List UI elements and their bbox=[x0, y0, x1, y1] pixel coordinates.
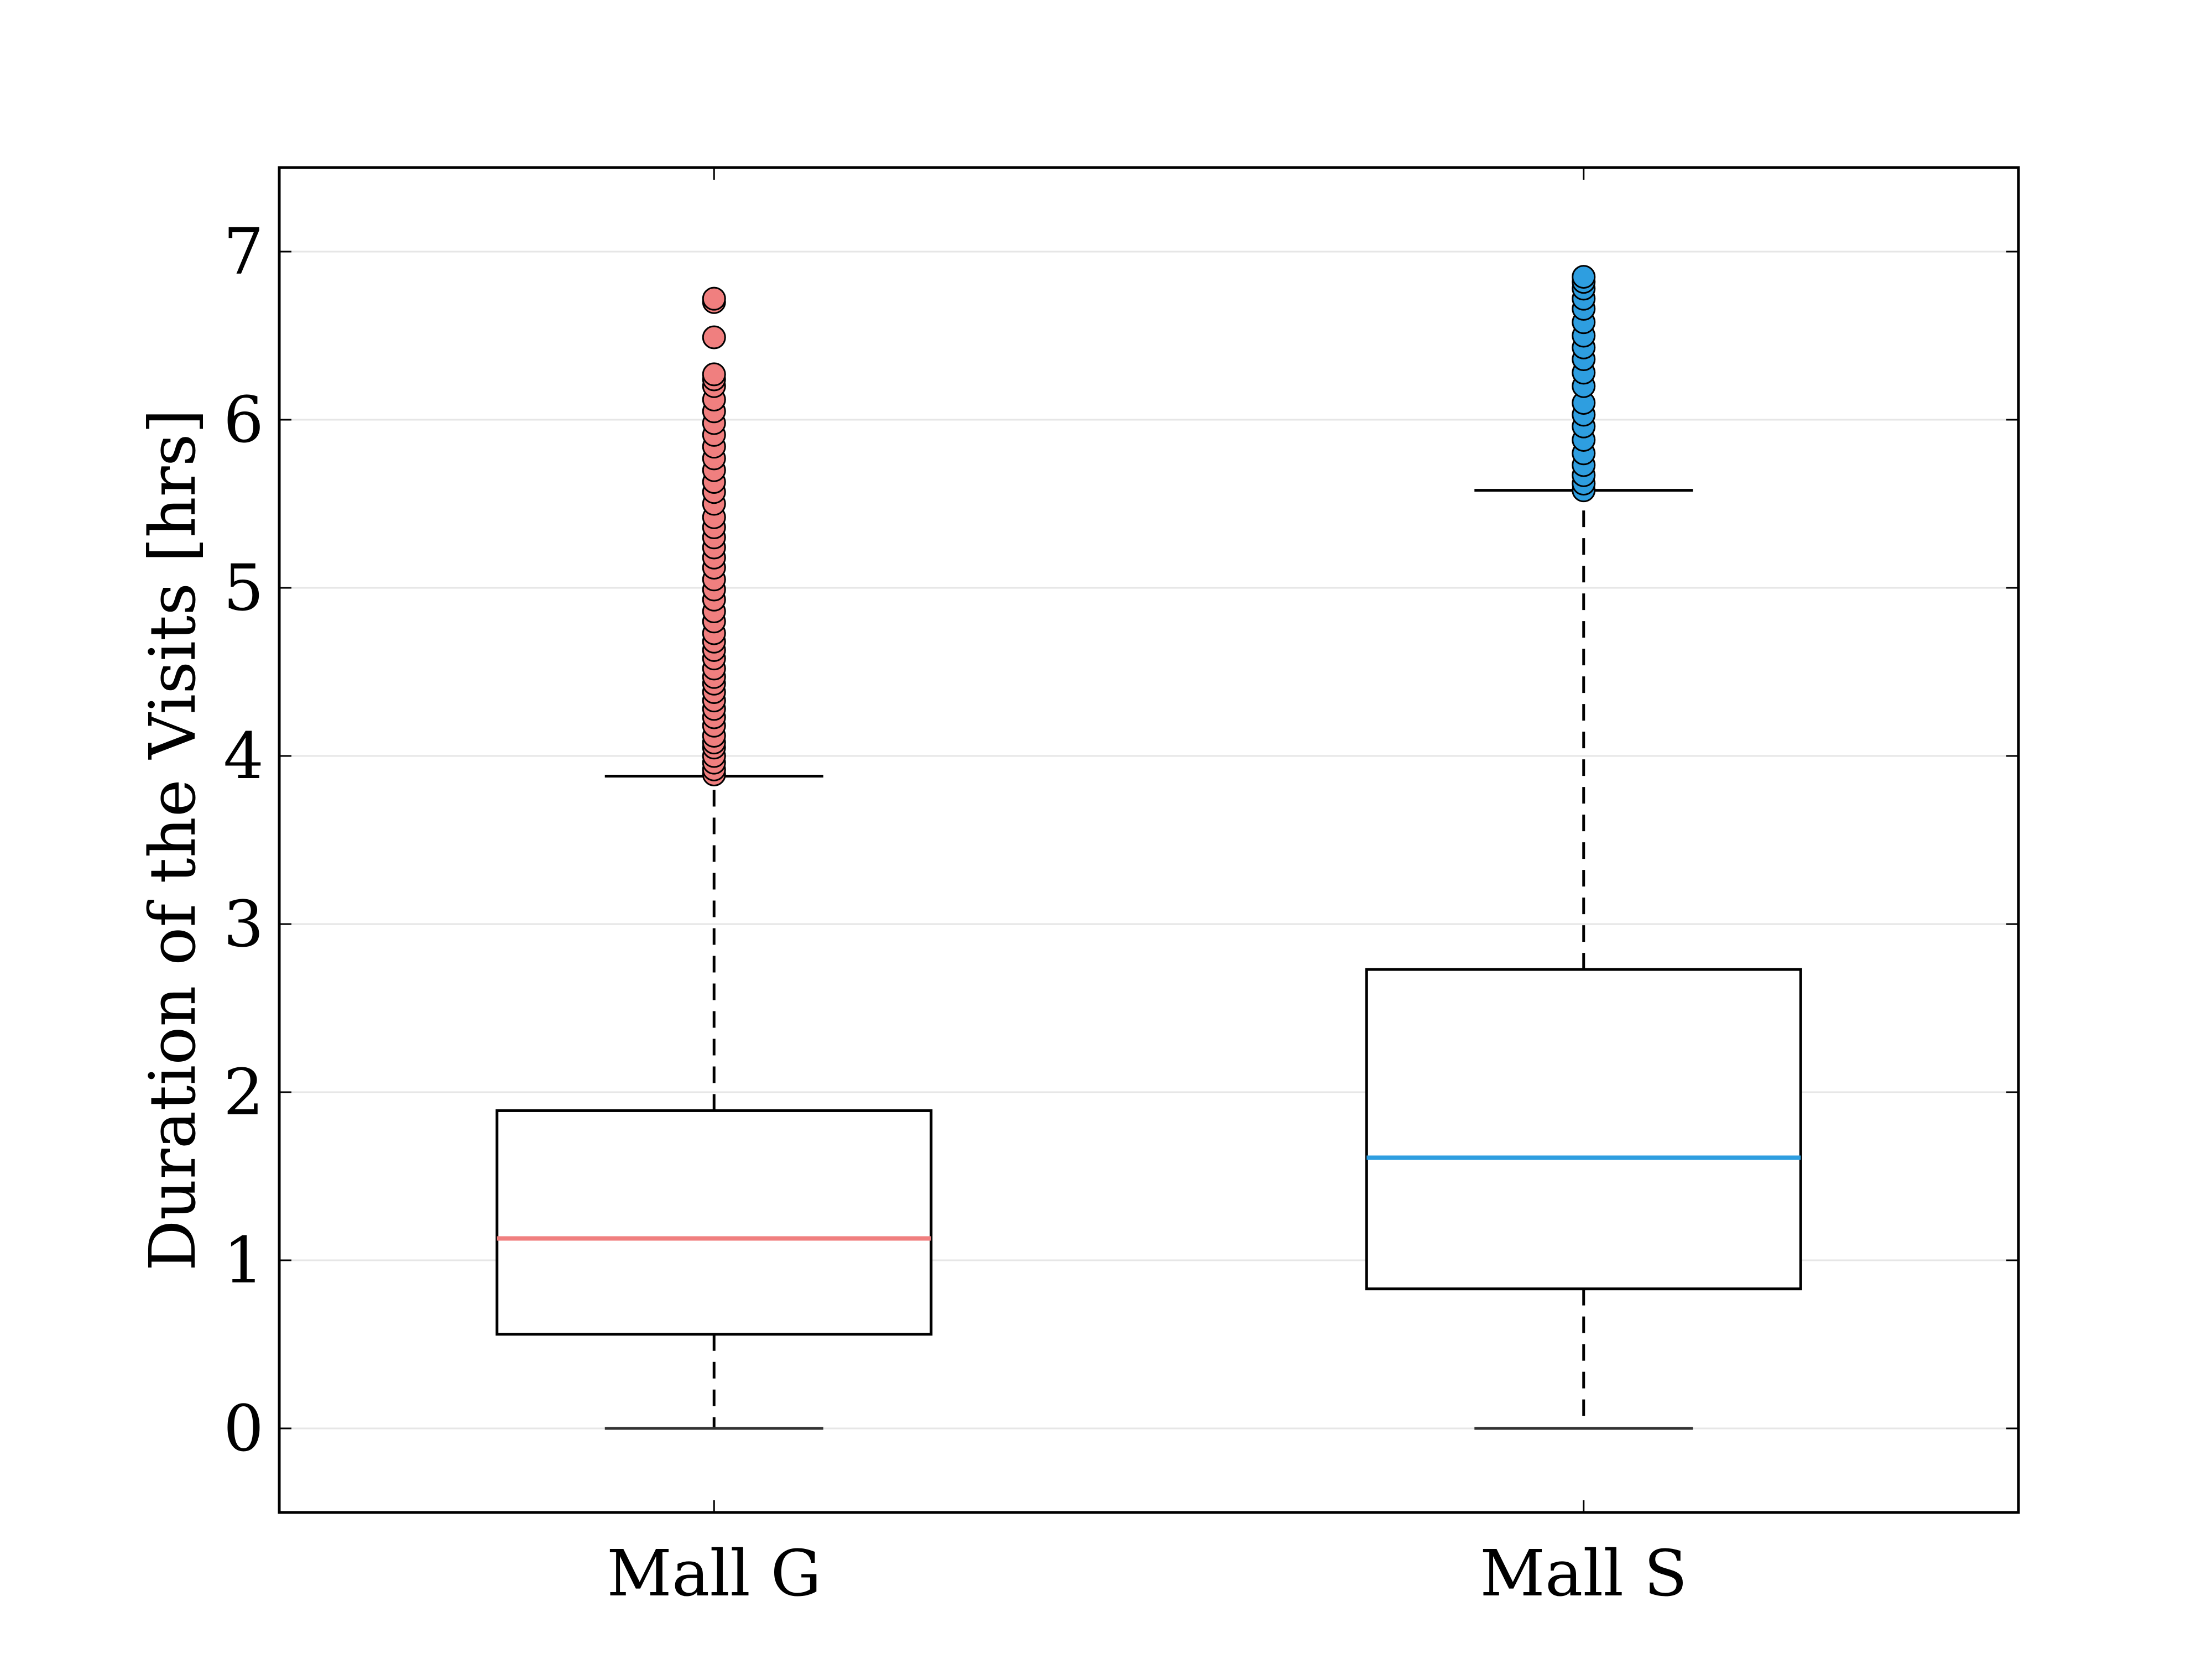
y-tick-label: 6 bbox=[223, 383, 264, 457]
y-tick-label: 0 bbox=[223, 1392, 264, 1466]
outlier-point bbox=[702, 325, 726, 349]
iqr-box bbox=[1365, 968, 1802, 1291]
outlier-point bbox=[702, 286, 726, 311]
plot-frame bbox=[278, 166, 2020, 1514]
outlier-point bbox=[702, 362, 726, 387]
y-tick-label: 7 bbox=[223, 215, 264, 289]
axis-ticks: 0 1 2 3 4 5 6 7 Mall G Mall S bbox=[223, 168, 2018, 1611]
x-category-label: Mall S bbox=[1480, 1537, 1687, 1611]
y-axis-label: Duration of the Visits [hrs] bbox=[136, 409, 210, 1271]
y-tick-label: 1 bbox=[223, 1224, 264, 1298]
box-plot-series bbox=[495, 265, 1802, 1430]
iqr-box bbox=[495, 1109, 933, 1336]
x-category-label: Mall G bbox=[607, 1537, 821, 1611]
box-mall-g bbox=[495, 286, 933, 1430]
y-tick-label: 5 bbox=[223, 551, 264, 625]
y-tick-label: 4 bbox=[223, 719, 264, 794]
y-tick-label: 3 bbox=[223, 888, 264, 962]
outlier-point bbox=[1572, 265, 1596, 289]
box-mall-s bbox=[1365, 265, 1802, 1430]
y-tick-label: 2 bbox=[223, 1056, 264, 1130]
